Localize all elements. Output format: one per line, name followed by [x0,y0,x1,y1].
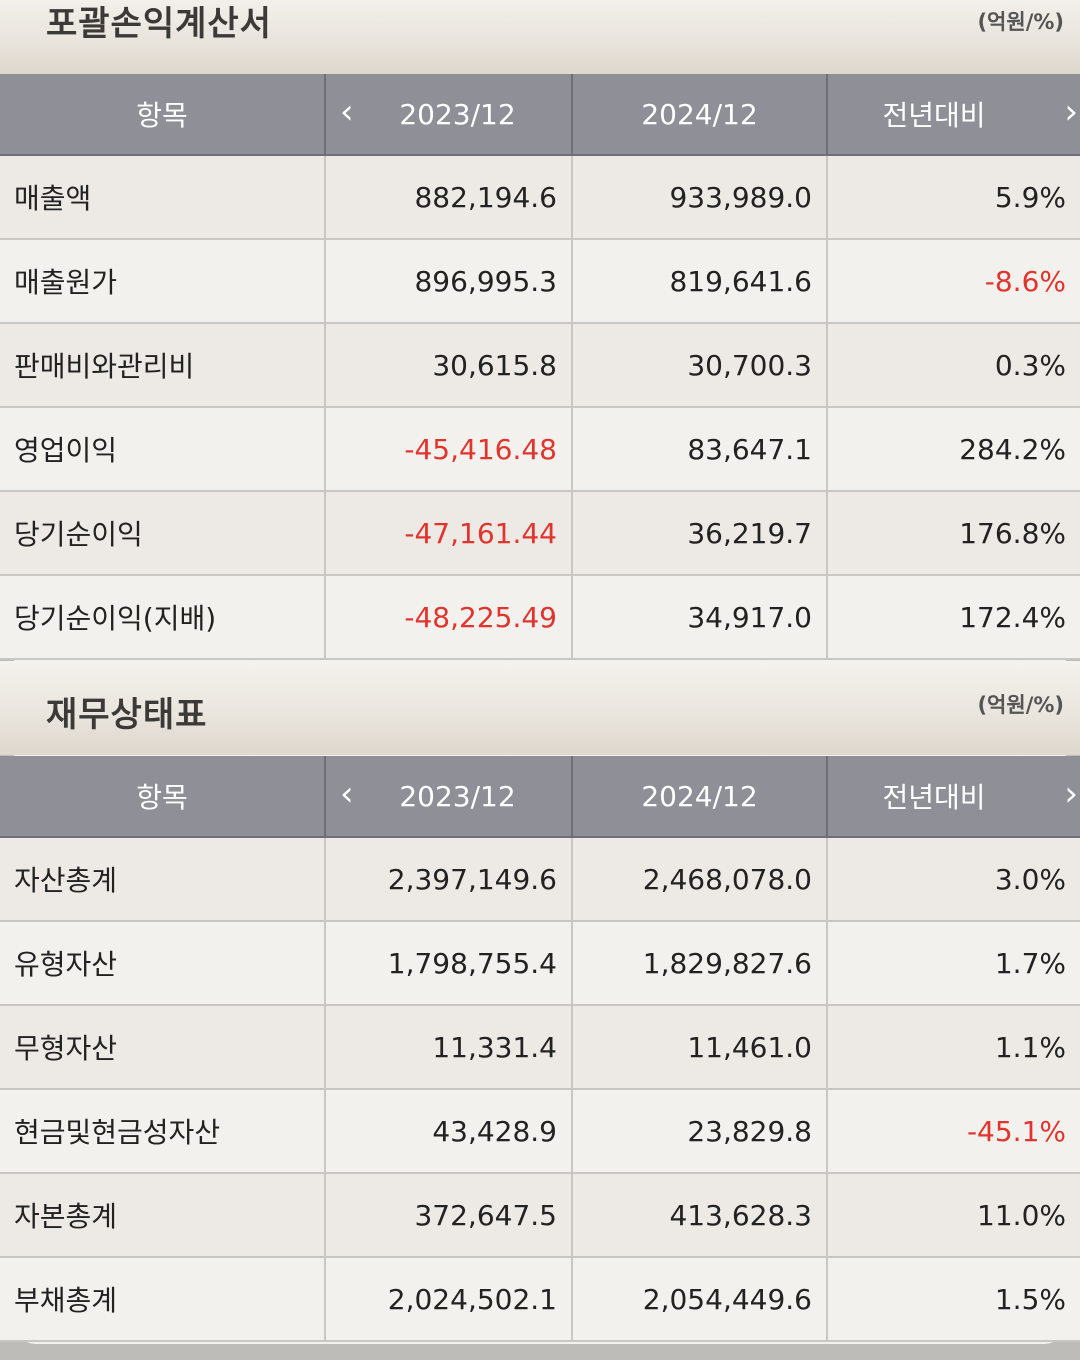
value-yoy: 0.3% [827,323,1080,408]
value-2024: 413,628.3 [572,1173,828,1258]
prev-period-arrow-icon[interactable]: ‹ [340,92,354,132]
value-yoy: 176.8% [827,491,1080,576]
row-label: 무형자산 [0,1005,326,1090]
balance-col-yoy: 전년대비 › [827,756,1080,838]
income-col-yoy: 전년대비 › [827,74,1080,156]
balance-col-2024: 2024/12 [572,756,828,838]
row-label: 유형자산 [0,921,326,1006]
balance-table: 항목 ‹ 2023/12 2024/12 전년대비 › 자산총계 2,397,14… [0,756,1080,1342]
row-label: 매출액 [0,155,326,240]
value-2023: 30,615.8 [325,323,573,408]
value-2024: 34,917.0 [572,575,828,660]
value-2024: 2,468,078.0 [572,837,828,922]
value-2023: 1,798,755.4 [325,921,573,1006]
table-row: 영업이익 -45,416.48 83,647.1 284.2% [0,407,1080,492]
balance-col-item: 항목 [0,756,326,838]
income-col-2024: 2024/12 [572,74,828,156]
balance-unit: (억원/%) [977,693,1064,717]
value-yoy: -8.6% [827,239,1080,324]
value-2024: 11,461.0 [572,1005,828,1090]
row-label: 판매비와관리비 [0,323,326,408]
balance-rows: 자산총계 2,397,149.6 2,468,078.0 3.0% 유형자산 1,798,… [0,837,1080,1342]
value-2023: 43,428.9 [325,1089,573,1174]
table-row: 자산총계 2,397,149.6 2,468,078.0 3.0% [0,837,1080,922]
next-period-arrow-icon[interactable]: › [1064,774,1078,814]
value-yoy: 5.9% [827,155,1080,240]
table-row: 판매비와관리비 30,615.8 30,700.3 0.3% [0,323,1080,408]
income-col-item: 항목 [0,74,326,156]
table-row: 부채총계 2,024,502.1 2,054,449.6 1.5% [0,1257,1080,1342]
income-title: 포괄손익계산서 [46,4,272,44]
balance-col-2023: ‹ 2023/12 [325,756,573,838]
row-label: 부채총계 [0,1257,326,1342]
value-yoy: 284.2% [827,407,1080,492]
next-period-arrow-icon[interactable]: › [1064,92,1078,132]
row-label: 당기순이익(지배) [0,575,326,660]
income-section-header: 포괄손익계산서 (억원/%) [0,0,1080,74]
income-col-2023: ‹ 2023/12 [325,74,573,156]
value-yoy: 1.1% [827,1005,1080,1090]
value-2024: 83,647.1 [572,407,828,492]
value-yoy: 172.4% [827,575,1080,660]
income-table: 항목 ‹ 2023/12 2024/12 전년대비 › 매출액 882,194.6… [0,74,1080,660]
value-2024: 933,989.0 [572,155,828,240]
row-label: 영업이익 [0,407,326,492]
table-row: 당기순이익 -47,161.44 36,219.7 176.8% [0,491,1080,576]
table-row: 자본총계 372,647.5 413,628.3 11.0% [0,1173,1080,1258]
income-header-row: 항목 ‹ 2023/12 2024/12 전년대비 › [0,74,1080,156]
table-row: 매출원가 896,995.3 819,641.6 -8.6% [0,239,1080,324]
value-2023: -45,416.48 [325,407,573,492]
table-row: 당기순이익(지배) -48,225.49 34,917.0 172.4% [0,575,1080,660]
value-2023: -47,161.44 [325,491,573,576]
row-label: 자산총계 [0,837,326,922]
value-2024: 2,054,449.6 [572,1257,828,1342]
value-2023: 2,024,502.1 [325,1257,573,1342]
income-unit: (억원/%) [977,10,1064,34]
value-yoy: 11.0% [827,1173,1080,1258]
balance-section-header: 재무상태표 (억원/%) [0,661,1080,755]
row-label: 현금및현금성자산 [0,1089,326,1174]
value-2024: 36,219.7 [572,491,828,576]
value-2023: 2,397,149.6 [325,837,573,922]
balance-header-row: 항목 ‹ 2023/12 2024/12 전년대비 › [0,756,1080,838]
value-2023: 896,995.3 [325,239,573,324]
value-2024: 819,641.6 [572,239,828,324]
value-2023: 882,194.6 [325,155,573,240]
income-rows: 매출액 882,194.6 933,989.0 5.9% 매출원가 896,995.3 81… [0,155,1080,660]
balance-title: 재무상태표 [46,695,208,735]
value-2023: 11,331.4 [325,1005,573,1090]
row-label: 매출원가 [0,239,326,324]
value-2024: 1,829,827.6 [572,921,828,1006]
table-row: 무형자산 11,331.4 11,461.0 1.1% [0,1005,1080,1090]
table-row: 현금및현금성자산 43,428.9 23,829.8 -45.1% [0,1089,1080,1174]
value-yoy: 1.7% [827,921,1080,1006]
prev-period-arrow-icon[interactable]: ‹ [340,774,354,814]
value-2024: 30,700.3 [572,323,828,408]
table-row: 매출액 882,194.6 933,989.0 5.9% [0,155,1080,240]
value-yoy: -45.1% [827,1089,1080,1174]
row-label: 자본총계 [0,1173,326,1258]
table-row: 유형자산 1,798,755.4 1,829,827.6 1.7% [0,921,1080,1006]
value-yoy: 1.5% [827,1257,1080,1342]
value-2023: 372,647.5 [325,1173,573,1258]
value-2023: -48,225.49 [325,575,573,660]
row-label: 당기순이익 [0,491,326,576]
value-2024: 23,829.8 [572,1089,828,1174]
value-yoy: 3.0% [827,837,1080,922]
